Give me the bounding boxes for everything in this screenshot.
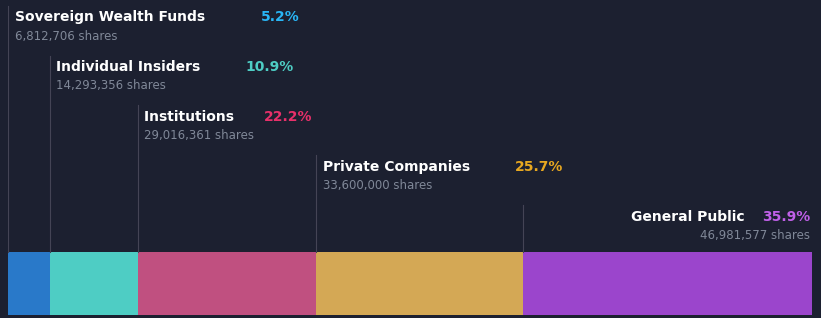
Bar: [316, 252, 523, 315]
Text: Sovereign Wealth Funds: Sovereign Wealth Funds: [15, 10, 209, 24]
Text: Institutions: Institutions: [144, 110, 239, 124]
Text: Individual Insiders: Individual Insiders: [57, 60, 205, 74]
Text: 25.7%: 25.7%: [515, 160, 563, 174]
Text: Private Companies: Private Companies: [323, 160, 475, 174]
Text: 33,600,000 shares: 33,600,000 shares: [323, 179, 432, 192]
Text: 22.2%: 22.2%: [264, 110, 313, 124]
Text: 6,812,706 shares: 6,812,706 shares: [15, 30, 117, 43]
Text: 35.9%: 35.9%: [762, 210, 810, 224]
Text: 14,293,356 shares: 14,293,356 shares: [57, 80, 167, 93]
Bar: [50, 252, 138, 315]
Bar: [8, 252, 50, 315]
Bar: [138, 252, 316, 315]
Bar: [523, 252, 812, 315]
Text: 46,981,577 shares: 46,981,577 shares: [700, 229, 810, 242]
Text: 5.2%: 5.2%: [261, 10, 300, 24]
Text: General Public: General Public: [631, 210, 750, 224]
Text: 10.9%: 10.9%: [245, 60, 293, 74]
Text: 29,016,361 shares: 29,016,361 shares: [144, 129, 255, 142]
